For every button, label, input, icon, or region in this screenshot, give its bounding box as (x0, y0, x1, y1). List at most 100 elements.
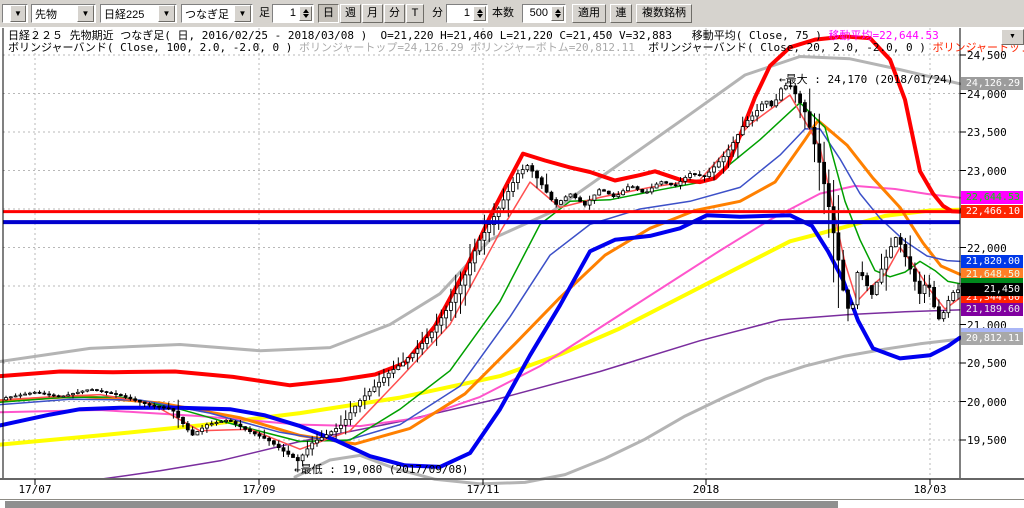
legend-segment: 日経２２５ 先物期近 つなぎ足( 日, 2016/02/25 - 2018/03… (8, 29, 829, 42)
candle-body (396, 365, 401, 370)
candle-body (941, 312, 946, 320)
stepper-arrows-icon[interactable] (299, 6, 312, 21)
candle-body (822, 161, 826, 185)
charttype-combo-value: つなぎ足 (185, 8, 229, 21)
candle-body (779, 88, 783, 101)
candle-body (195, 431, 200, 436)
chevron-down-icon[interactable]: ▼ (77, 5, 94, 22)
candle-body (468, 262, 472, 276)
candle-body (334, 428, 339, 433)
candle-body (157, 405, 162, 408)
mini-combo[interactable]: ▼ (2, 4, 28, 23)
candle-body (214, 422, 219, 425)
y-axis-label: 19,500 (967, 434, 1007, 447)
candle-body (429, 331, 434, 339)
bollinger100-top (0, 55, 962, 363)
candle-body (544, 184, 549, 193)
market-combo[interactable]: 先物 ▼ (31, 4, 96, 23)
candle-body (32, 391, 37, 394)
candle-body (358, 399, 362, 407)
candle-body (90, 389, 94, 392)
chart-area[interactable] (0, 27, 1024, 508)
candle-body (305, 448, 310, 456)
candle-body (702, 175, 707, 178)
candle-body (736, 134, 740, 143)
multi-symbol-button[interactable]: 複数銘柄 (636, 4, 692, 23)
candle-body (922, 284, 927, 295)
apply-button[interactable]: 適用 (572, 4, 606, 23)
stepper-arrows-icon[interactable] (551, 6, 564, 21)
candle-body (903, 243, 908, 258)
chevron-down-icon[interactable]: ▼ (158, 5, 175, 22)
candle-body (453, 293, 458, 303)
candle-body (315, 439, 319, 444)
candle-body (917, 280, 922, 294)
chevron-down-icon[interactable]: ▼ (10, 5, 26, 22)
candle-body (472, 250, 477, 264)
ma75-magenta (0, 184, 961, 428)
candle-body (458, 284, 463, 295)
thin-blue-ma-badge: 21,820.00 (961, 255, 1023, 268)
candle-body (707, 171, 712, 178)
candle-body (439, 317, 444, 326)
indicator-legend-line: ボリンジャーバンド( Close, 100, 2.0, -2.0, 0 ) ボリ… (8, 42, 1024, 54)
candle-body (152, 404, 157, 407)
candle-body (391, 369, 396, 374)
candle-body (525, 165, 530, 171)
candle-body (836, 232, 841, 261)
candle-body (181, 416, 185, 424)
y-axis-label: 24,500 (967, 49, 1007, 62)
candle-body (554, 199, 559, 205)
candle-body (788, 85, 793, 88)
candle-body (611, 193, 616, 197)
candle-body (27, 392, 32, 395)
symbol-combo[interactable]: 日経225 ▼ (100, 4, 177, 23)
candle-body (477, 239, 482, 252)
chart-menu-button[interactable]: ▼ (1001, 29, 1024, 45)
candle-body (664, 181, 669, 184)
bar-count-stepper[interactable]: 500 (522, 4, 566, 23)
candle-body (769, 100, 774, 107)
candle-body (353, 405, 358, 414)
candle-body (405, 357, 410, 363)
link-button[interactable]: 連 (610, 4, 632, 23)
bar-interval-stepper[interactable]: 1 (272, 4, 314, 23)
candle-body (123, 395, 128, 398)
candle-body (166, 407, 171, 410)
price-chart-plot[interactable] (0, 27, 1024, 508)
legend-segment: ボリンジャーバンド( Close, 100, 2.0, -2.0, 0 ) (8, 41, 299, 54)
x-axis-label: 17/07 (18, 483, 52, 496)
candle-body (616, 194, 621, 197)
bar-label: 足 (259, 7, 270, 19)
candle-body (291, 453, 295, 458)
candle-body (893, 237, 898, 248)
scrollbar-thumb[interactable] (5, 501, 838, 508)
candle-body (190, 429, 195, 436)
period-monthly-button[interactable]: 月 (362, 4, 383, 23)
candle-body (300, 454, 305, 462)
candle-body (85, 389, 90, 392)
minute-interval-stepper[interactable]: 1 (446, 4, 488, 23)
candle-body (726, 149, 731, 157)
period-minute-button[interactable]: 分 (384, 4, 405, 23)
y-axis-label: 20,500 (967, 357, 1007, 370)
candle-body (18, 394, 23, 397)
horizontal-scrollbar[interactable] (0, 499, 1024, 508)
candle-body (606, 190, 611, 195)
candle-body (597, 189, 602, 196)
market-combo-value: 先物 (35, 8, 57, 21)
candle-body (745, 120, 750, 128)
candle-body (807, 111, 812, 128)
candle-body (879, 268, 884, 283)
chevron-down-icon[interactable]: ▼ (234, 5, 251, 22)
candle-body (401, 361, 406, 367)
boll100-top-badge: 24,126.29 (961, 77, 1023, 90)
stepper-arrows-icon[interactable] (473, 6, 486, 21)
period-tick-button[interactable]: T (406, 4, 424, 23)
candle-body (262, 435, 267, 439)
period-daily-button[interactable]: 日 (318, 4, 339, 23)
candle-body (219, 421, 224, 424)
period-weekly-button[interactable]: 週 (340, 4, 361, 23)
charttype-combo[interactable]: つなぎ足 ▼ (181, 4, 253, 23)
candle-body (740, 126, 745, 136)
